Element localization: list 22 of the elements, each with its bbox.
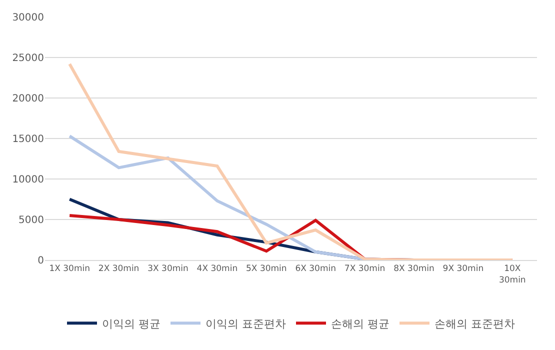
x-tick-label: 7X 30min xyxy=(344,264,386,274)
x-tick-label: 9X 30min xyxy=(442,264,484,274)
x-tick-label: 8X 30min xyxy=(394,264,434,274)
x-tick-label: 3X 30min xyxy=(148,264,188,274)
x-tick-label: 10X 30min xyxy=(498,264,526,286)
legend-label: 이익의 평균 xyxy=(102,317,160,330)
y-tick-label: 10000 xyxy=(12,174,44,186)
y-tick-label: 20000 xyxy=(12,94,44,104)
legend-label: 손해의 표준편차 xyxy=(434,317,515,330)
y-tick-label: 30000 xyxy=(12,12,44,24)
x-tick-label: 1X 30min xyxy=(49,264,90,274)
line-series xyxy=(68,62,514,260)
legend-label: 손해의 평균 xyxy=(331,317,390,330)
y-tick-label: 5000 xyxy=(18,215,44,226)
x-tick-label: 6X 30min xyxy=(295,264,336,274)
legend-label: 이익의 표준편차 xyxy=(206,317,286,330)
y-tick-label: 0 xyxy=(38,256,44,266)
x-tick-label: 2X 30min xyxy=(98,264,140,274)
x-tick-label: 5X 30min xyxy=(246,264,287,274)
x-tick-label: 4X 30min xyxy=(196,264,238,274)
y-tick-label: 15000 xyxy=(12,134,44,145)
y-tick-label: 25000 xyxy=(12,53,44,64)
